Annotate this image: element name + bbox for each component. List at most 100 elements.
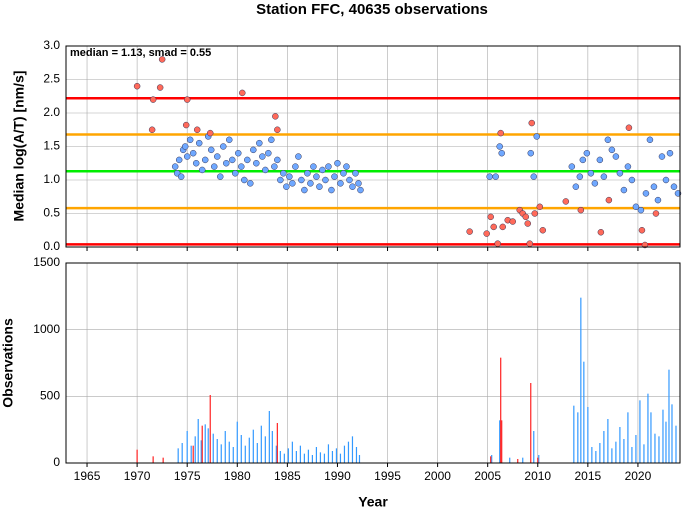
bar [490,456,492,463]
data-point [625,124,633,131]
bar [335,448,338,463]
data-point [198,166,206,174]
data-point [579,156,587,164]
x-axis-label: Year [358,494,388,510]
bar [271,431,273,463]
data-point [583,149,591,157]
data-point [612,153,620,160]
bar [595,451,597,463]
annotation: median = 1.13, smad = 0.55 [70,47,211,59]
plot-frame [65,262,681,464]
bar [665,421,667,463]
data-point [307,180,314,187]
data-point [331,173,338,180]
bar [315,447,318,463]
bar [650,412,652,463]
x-tick-label: 1970 [124,469,151,483]
bar [311,455,314,463]
y-axis-label: Observations [0,318,16,408]
data-point [148,126,156,133]
bar [299,445,301,463]
y-tick-label: 1.5 [43,139,60,153]
data-point [576,173,584,180]
bar [351,436,354,463]
data-point [568,163,576,170]
y-tick-label: 1.0 [43,172,60,186]
bar [658,436,660,463]
bar [244,445,246,463]
bar [220,444,222,463]
data-point [322,176,329,184]
bar [275,445,277,463]
data-point [652,210,660,217]
data-point [496,143,503,150]
data-point [527,149,535,157]
data-point [528,119,536,127]
bar [190,445,192,463]
x-tick-label: 2015 [574,469,601,483]
data-point [642,190,650,197]
data-point [587,170,595,177]
data-point [624,163,632,170]
y-tick-label: 1500 [33,255,60,269]
bar [283,453,285,463]
bar [639,400,641,463]
data-point [286,173,293,180]
bar [347,441,350,463]
data-point [325,163,332,170]
data-point [616,170,624,177]
data-point [177,173,185,180]
data-point [156,84,164,91]
data-point [181,143,189,150]
x-tick-label: 1985 [274,469,301,483]
bar [577,412,579,463]
data-point [577,206,585,214]
data-point [247,180,254,187]
data-point [186,136,194,144]
data-point [650,183,658,190]
data-point [666,149,674,157]
data-point [674,190,682,197]
x-tick-label: 1995 [374,469,401,483]
data-point [192,160,200,167]
data-point [274,156,281,164]
data-point [316,183,323,190]
bar [291,441,293,463]
x-tick-label: 2000 [424,469,451,483]
y-tick-label: 0.5 [43,206,60,220]
data-point [654,196,662,204]
chart-title: Station FFC, 40635 observations [256,1,488,18]
bar [323,453,326,463]
data-point [646,136,654,144]
bar [162,457,164,463]
bar [591,447,593,463]
bar [522,457,524,463]
bar [587,407,589,463]
bar [216,439,218,463]
bar [499,420,501,463]
bar [200,440,202,463]
data-point [340,170,347,177]
bar [611,448,613,463]
data-point [492,173,499,180]
bar [509,457,511,463]
data-point [133,82,141,90]
data-point [632,203,640,211]
data-point [597,229,605,236]
bar [355,447,358,463]
bar [232,447,234,463]
bar [209,395,211,463]
bar [152,456,154,463]
plot-frame [65,45,681,248]
y-tick-label: 500 [40,389,60,403]
data-point [220,143,227,150]
data-point [349,183,356,190]
data-point [193,126,201,133]
data-point [486,173,493,180]
bar [668,369,670,463]
x-tick-label: 1990 [324,469,351,483]
data-point [670,183,678,190]
y-tick-label: 3.0 [43,38,60,52]
x-tick-label: 2020 [625,469,652,483]
data-point [256,139,263,147]
